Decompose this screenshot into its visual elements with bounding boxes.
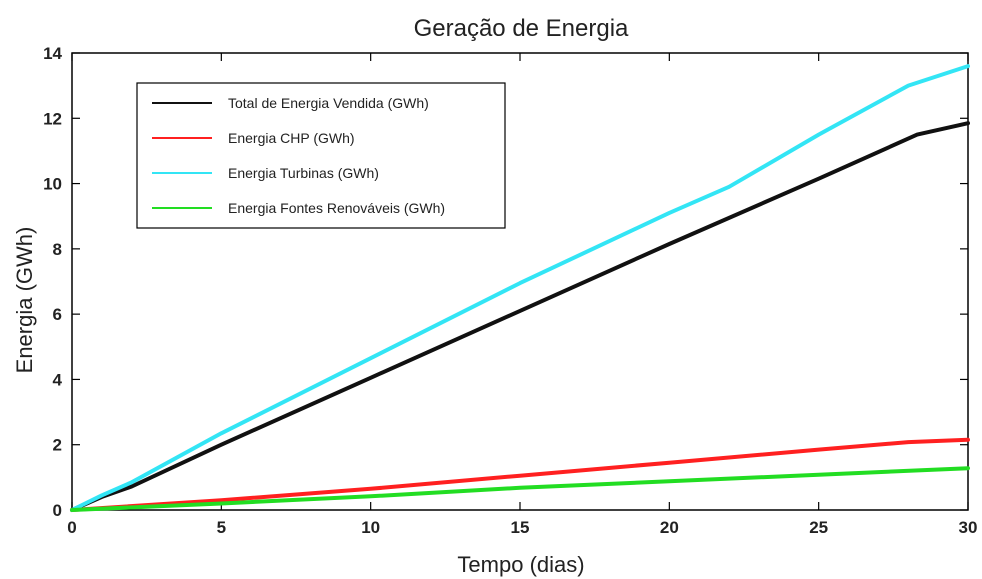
- x-tick-label: 20: [660, 518, 679, 537]
- x-tick-label: 0: [67, 518, 76, 537]
- legend-box: [136, 82, 506, 229]
- series-line-2: [70, 64, 970, 512]
- legend-label-3: Energia Fontes Renováveis (GWh): [228, 200, 445, 216]
- y-tick-label: 14: [43, 44, 62, 63]
- y-tick-label: 12: [43, 109, 62, 128]
- x-tick-label: 25: [809, 518, 828, 537]
- x-tick-label: 10: [361, 518, 380, 537]
- legend-label-1: Energia CHP (GWh): [228, 130, 355, 146]
- y-tick-label: 10: [43, 175, 62, 194]
- y-tick-label: 6: [53, 305, 62, 324]
- legend-label-0: Total de Energia Vendida (GWh): [228, 95, 429, 111]
- y-tick-label: 4: [53, 370, 63, 389]
- series-line-1: [70, 437, 970, 512]
- y-tick-label: 0: [53, 501, 62, 520]
- x-tick-label: 30: [959, 518, 978, 537]
- series-line-3: [70, 466, 970, 512]
- x-axis-label: Tempo (dias): [457, 552, 584, 577]
- x-tick-label: 15: [511, 518, 530, 537]
- series-line-0: [70, 121, 970, 512]
- legend-label-2: Energia Turbinas (GWh): [228, 165, 379, 181]
- y-axis-label: Energia (GWh): [12, 227, 37, 374]
- y-tick-label: 2: [53, 436, 62, 455]
- x-tick-label: 5: [217, 518, 226, 537]
- chart-title: Geração de Energia: [414, 15, 629, 42]
- y-tick-label: 8: [53, 240, 62, 259]
